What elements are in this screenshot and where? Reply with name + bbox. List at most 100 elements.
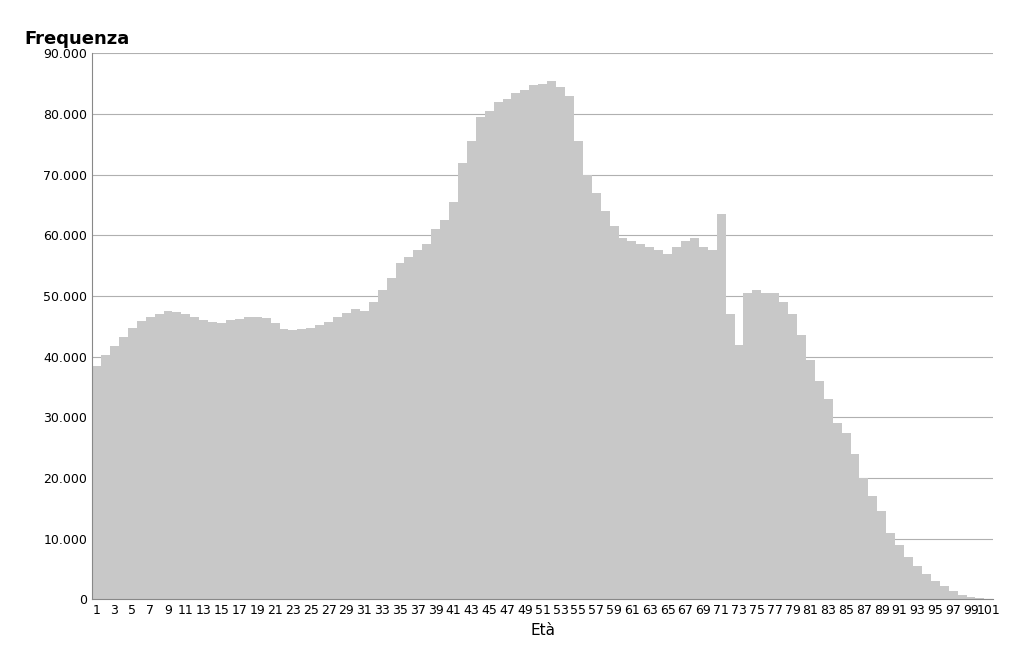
- Bar: [395, 262, 404, 599]
- X-axis label: Età: Età: [530, 623, 555, 638]
- Bar: [172, 312, 181, 599]
- Bar: [234, 319, 244, 599]
- Bar: [297, 329, 306, 599]
- Bar: [315, 325, 325, 599]
- Bar: [458, 163, 467, 599]
- Bar: [806, 360, 815, 599]
- Bar: [940, 586, 948, 599]
- Bar: [922, 574, 931, 599]
- Bar: [467, 141, 476, 599]
- Bar: [155, 314, 164, 599]
- Bar: [440, 220, 450, 599]
- Bar: [547, 81, 556, 599]
- Bar: [325, 322, 333, 599]
- Bar: [672, 248, 681, 599]
- Bar: [708, 250, 717, 599]
- Bar: [378, 290, 387, 599]
- Bar: [217, 323, 226, 599]
- Bar: [645, 248, 654, 599]
- Bar: [450, 202, 458, 599]
- Bar: [503, 99, 512, 599]
- Bar: [573, 141, 583, 599]
- Bar: [895, 545, 904, 599]
- Bar: [779, 302, 788, 599]
- Bar: [414, 250, 422, 599]
- Bar: [253, 317, 262, 599]
- Bar: [289, 330, 297, 599]
- Bar: [664, 254, 672, 599]
- Bar: [422, 244, 431, 599]
- Bar: [770, 293, 779, 599]
- Bar: [226, 320, 234, 599]
- Bar: [494, 102, 503, 599]
- Bar: [823, 399, 833, 599]
- Bar: [110, 346, 119, 599]
- Bar: [833, 424, 842, 599]
- Bar: [592, 193, 601, 599]
- Bar: [190, 317, 200, 599]
- Bar: [164, 311, 172, 599]
- Bar: [333, 317, 342, 599]
- Bar: [734, 344, 743, 599]
- Bar: [270, 323, 280, 599]
- Bar: [137, 322, 145, 599]
- Bar: [200, 320, 208, 599]
- Bar: [717, 214, 726, 599]
- Bar: [208, 322, 217, 599]
- Bar: [565, 96, 573, 599]
- Bar: [931, 581, 940, 599]
- Bar: [128, 328, 137, 599]
- Bar: [244, 317, 253, 599]
- Bar: [342, 313, 351, 599]
- Text: Frequenza: Frequenza: [25, 30, 130, 48]
- Bar: [369, 302, 378, 599]
- Bar: [556, 87, 565, 599]
- Bar: [306, 328, 315, 599]
- Bar: [967, 597, 976, 599]
- Bar: [618, 238, 628, 599]
- Bar: [913, 566, 922, 599]
- Bar: [743, 293, 753, 599]
- Bar: [690, 238, 698, 599]
- Bar: [948, 591, 957, 599]
- Bar: [404, 256, 414, 599]
- Bar: [601, 211, 609, 599]
- Bar: [539, 84, 547, 599]
- Bar: [628, 241, 636, 599]
- Bar: [512, 93, 520, 599]
- Bar: [654, 250, 664, 599]
- Bar: [878, 511, 886, 599]
- Bar: [387, 278, 395, 599]
- Bar: [859, 478, 868, 599]
- Bar: [520, 90, 529, 599]
- Bar: [359, 311, 369, 599]
- Bar: [886, 533, 895, 599]
- Bar: [529, 85, 539, 599]
- Bar: [761, 293, 770, 599]
- Bar: [92, 366, 101, 599]
- Bar: [681, 241, 690, 599]
- Bar: [976, 598, 984, 599]
- Bar: [726, 314, 734, 599]
- Bar: [851, 454, 859, 599]
- Bar: [788, 314, 797, 599]
- Bar: [815, 381, 823, 599]
- Bar: [181, 314, 190, 599]
- Bar: [431, 229, 440, 599]
- Bar: [797, 336, 806, 599]
- Bar: [636, 244, 645, 599]
- Bar: [119, 337, 128, 599]
- Bar: [476, 117, 484, 599]
- Bar: [753, 290, 761, 599]
- Bar: [101, 356, 110, 599]
- Bar: [145, 317, 155, 599]
- Bar: [957, 595, 967, 599]
- Bar: [351, 309, 359, 599]
- Bar: [609, 226, 618, 599]
- Bar: [698, 248, 708, 599]
- Bar: [484, 111, 494, 599]
- Bar: [262, 318, 270, 599]
- Bar: [868, 496, 878, 599]
- Bar: [280, 330, 289, 599]
- Bar: [904, 557, 913, 599]
